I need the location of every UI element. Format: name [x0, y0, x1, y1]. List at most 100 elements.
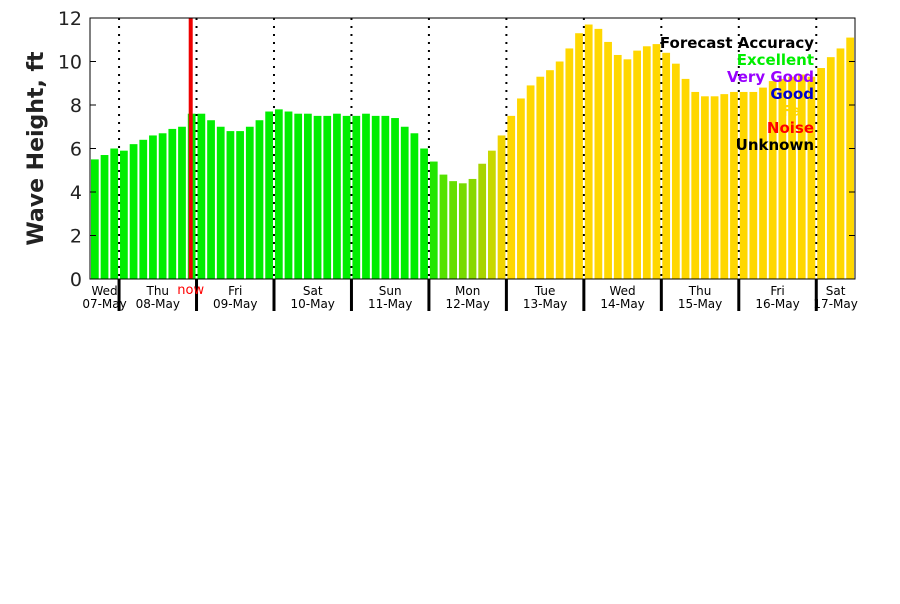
bar — [120, 150, 128, 279]
y-tick-label: 2 — [70, 226, 82, 248]
bar — [391, 118, 399, 279]
bar — [100, 155, 109, 279]
x-day-label: Mon — [455, 284, 480, 298]
bar — [304, 113, 312, 279]
bar — [546, 70, 554, 279]
bar — [400, 126, 409, 279]
bar — [439, 174, 448, 279]
bar — [274, 109, 283, 279]
x-day-label: Fri — [228, 284, 242, 298]
bar — [817, 68, 825, 279]
bar — [846, 37, 855, 279]
y-axis-label: Wave Height, ft — [24, 51, 49, 246]
y-tick-label: 4 — [70, 182, 82, 204]
x-date-label: 10-May — [291, 297, 335, 311]
bar — [807, 76, 816, 279]
y-tick-label: 0 — [70, 269, 82, 291]
legend-item: Forecast Accuracy — [660, 34, 814, 52]
bar — [517, 98, 525, 279]
legend-item: Fair — [782, 102, 815, 120]
bar — [730, 91, 738, 279]
x-date-label: 14-May — [600, 297, 644, 311]
legend-item: Very Good — [727, 68, 814, 86]
bar — [458, 183, 467, 279]
bar — [478, 163, 487, 279]
bar — [759, 87, 767, 279]
bar — [836, 48, 845, 280]
bar — [313, 115, 322, 280]
bar — [826, 57, 835, 280]
day-gridlines — [117, 18, 818, 311]
bar — [410, 133, 419, 279]
bar — [642, 46, 651, 279]
x-day-label: Tue — [534, 284, 556, 298]
bar — [178, 126, 186, 279]
bar — [623, 59, 632, 279]
bar — [149, 135, 157, 279]
bar — [333, 113, 341, 279]
x-date-label: 12-May — [445, 297, 489, 311]
bars-layer — [90, 24, 855, 280]
bar — [613, 54, 622, 279]
bar — [778, 78, 787, 280]
bar — [662, 52, 671, 279]
bar — [584, 24, 593, 280]
bar — [691, 91, 700, 279]
bar — [652, 44, 661, 279]
bar — [768, 81, 777, 279]
bar — [90, 159, 99, 280]
bar — [216, 126, 225, 279]
bar — [245, 126, 254, 279]
x-date-label: 17-May — [813, 297, 857, 311]
bar — [381, 115, 390, 280]
y-axis-ticks: 0 2 4 6 8 10 12 — [58, 8, 855, 291]
bar — [604, 41, 612, 280]
x-date-label: 07-May — [82, 297, 126, 311]
bar — [284, 111, 293, 280]
bar — [749, 91, 758, 279]
bar — [797, 74, 806, 279]
x-date-label: 16-May — [755, 297, 799, 311]
bar — [158, 133, 167, 279]
legend-item: Excellent — [737, 51, 814, 69]
x-day-label: Thu — [146, 284, 170, 298]
y-tick-label: 6 — [70, 139, 82, 161]
x-day-label: Wed — [610, 284, 636, 298]
bar — [565, 48, 574, 280]
bar — [197, 113, 206, 279]
legend-item: Good — [770, 85, 814, 103]
y-tick-label: 12 — [58, 8, 82, 30]
bar — [168, 128, 177, 279]
bar — [468, 178, 477, 279]
bar — [265, 111, 274, 280]
legend-item: Unknown — [736, 136, 814, 154]
bar — [788, 76, 796, 279]
bar — [236, 131, 244, 279]
bar — [739, 91, 748, 279]
x-date-label: 08-May — [136, 297, 180, 311]
bar — [255, 120, 264, 279]
bar — [207, 120, 215, 279]
x-day-label: Sun — [379, 284, 402, 298]
y-tick-label: 8 — [70, 95, 82, 117]
y-tick-label: 10 — [58, 52, 82, 74]
bar — [487, 150, 496, 279]
now-label: now — [177, 283, 204, 298]
x-day-label: Wed — [91, 284, 117, 298]
bar — [371, 115, 380, 280]
bar — [555, 61, 564, 279]
bar — [720, 94, 729, 280]
x-date-label: 13-May — [523, 297, 567, 311]
x-date-label: 09-May — [213, 297, 257, 311]
bar — [139, 139, 148, 279]
x-day-label: Fri — [770, 284, 784, 298]
now-marker: now — [177, 18, 204, 298]
bar — [497, 135, 506, 279]
bar — [710, 96, 719, 279]
x-date-label: 11-May — [368, 297, 412, 311]
bar — [526, 85, 535, 279]
x-day-label: Sat — [826, 284, 846, 298]
bar — [536, 76, 545, 279]
